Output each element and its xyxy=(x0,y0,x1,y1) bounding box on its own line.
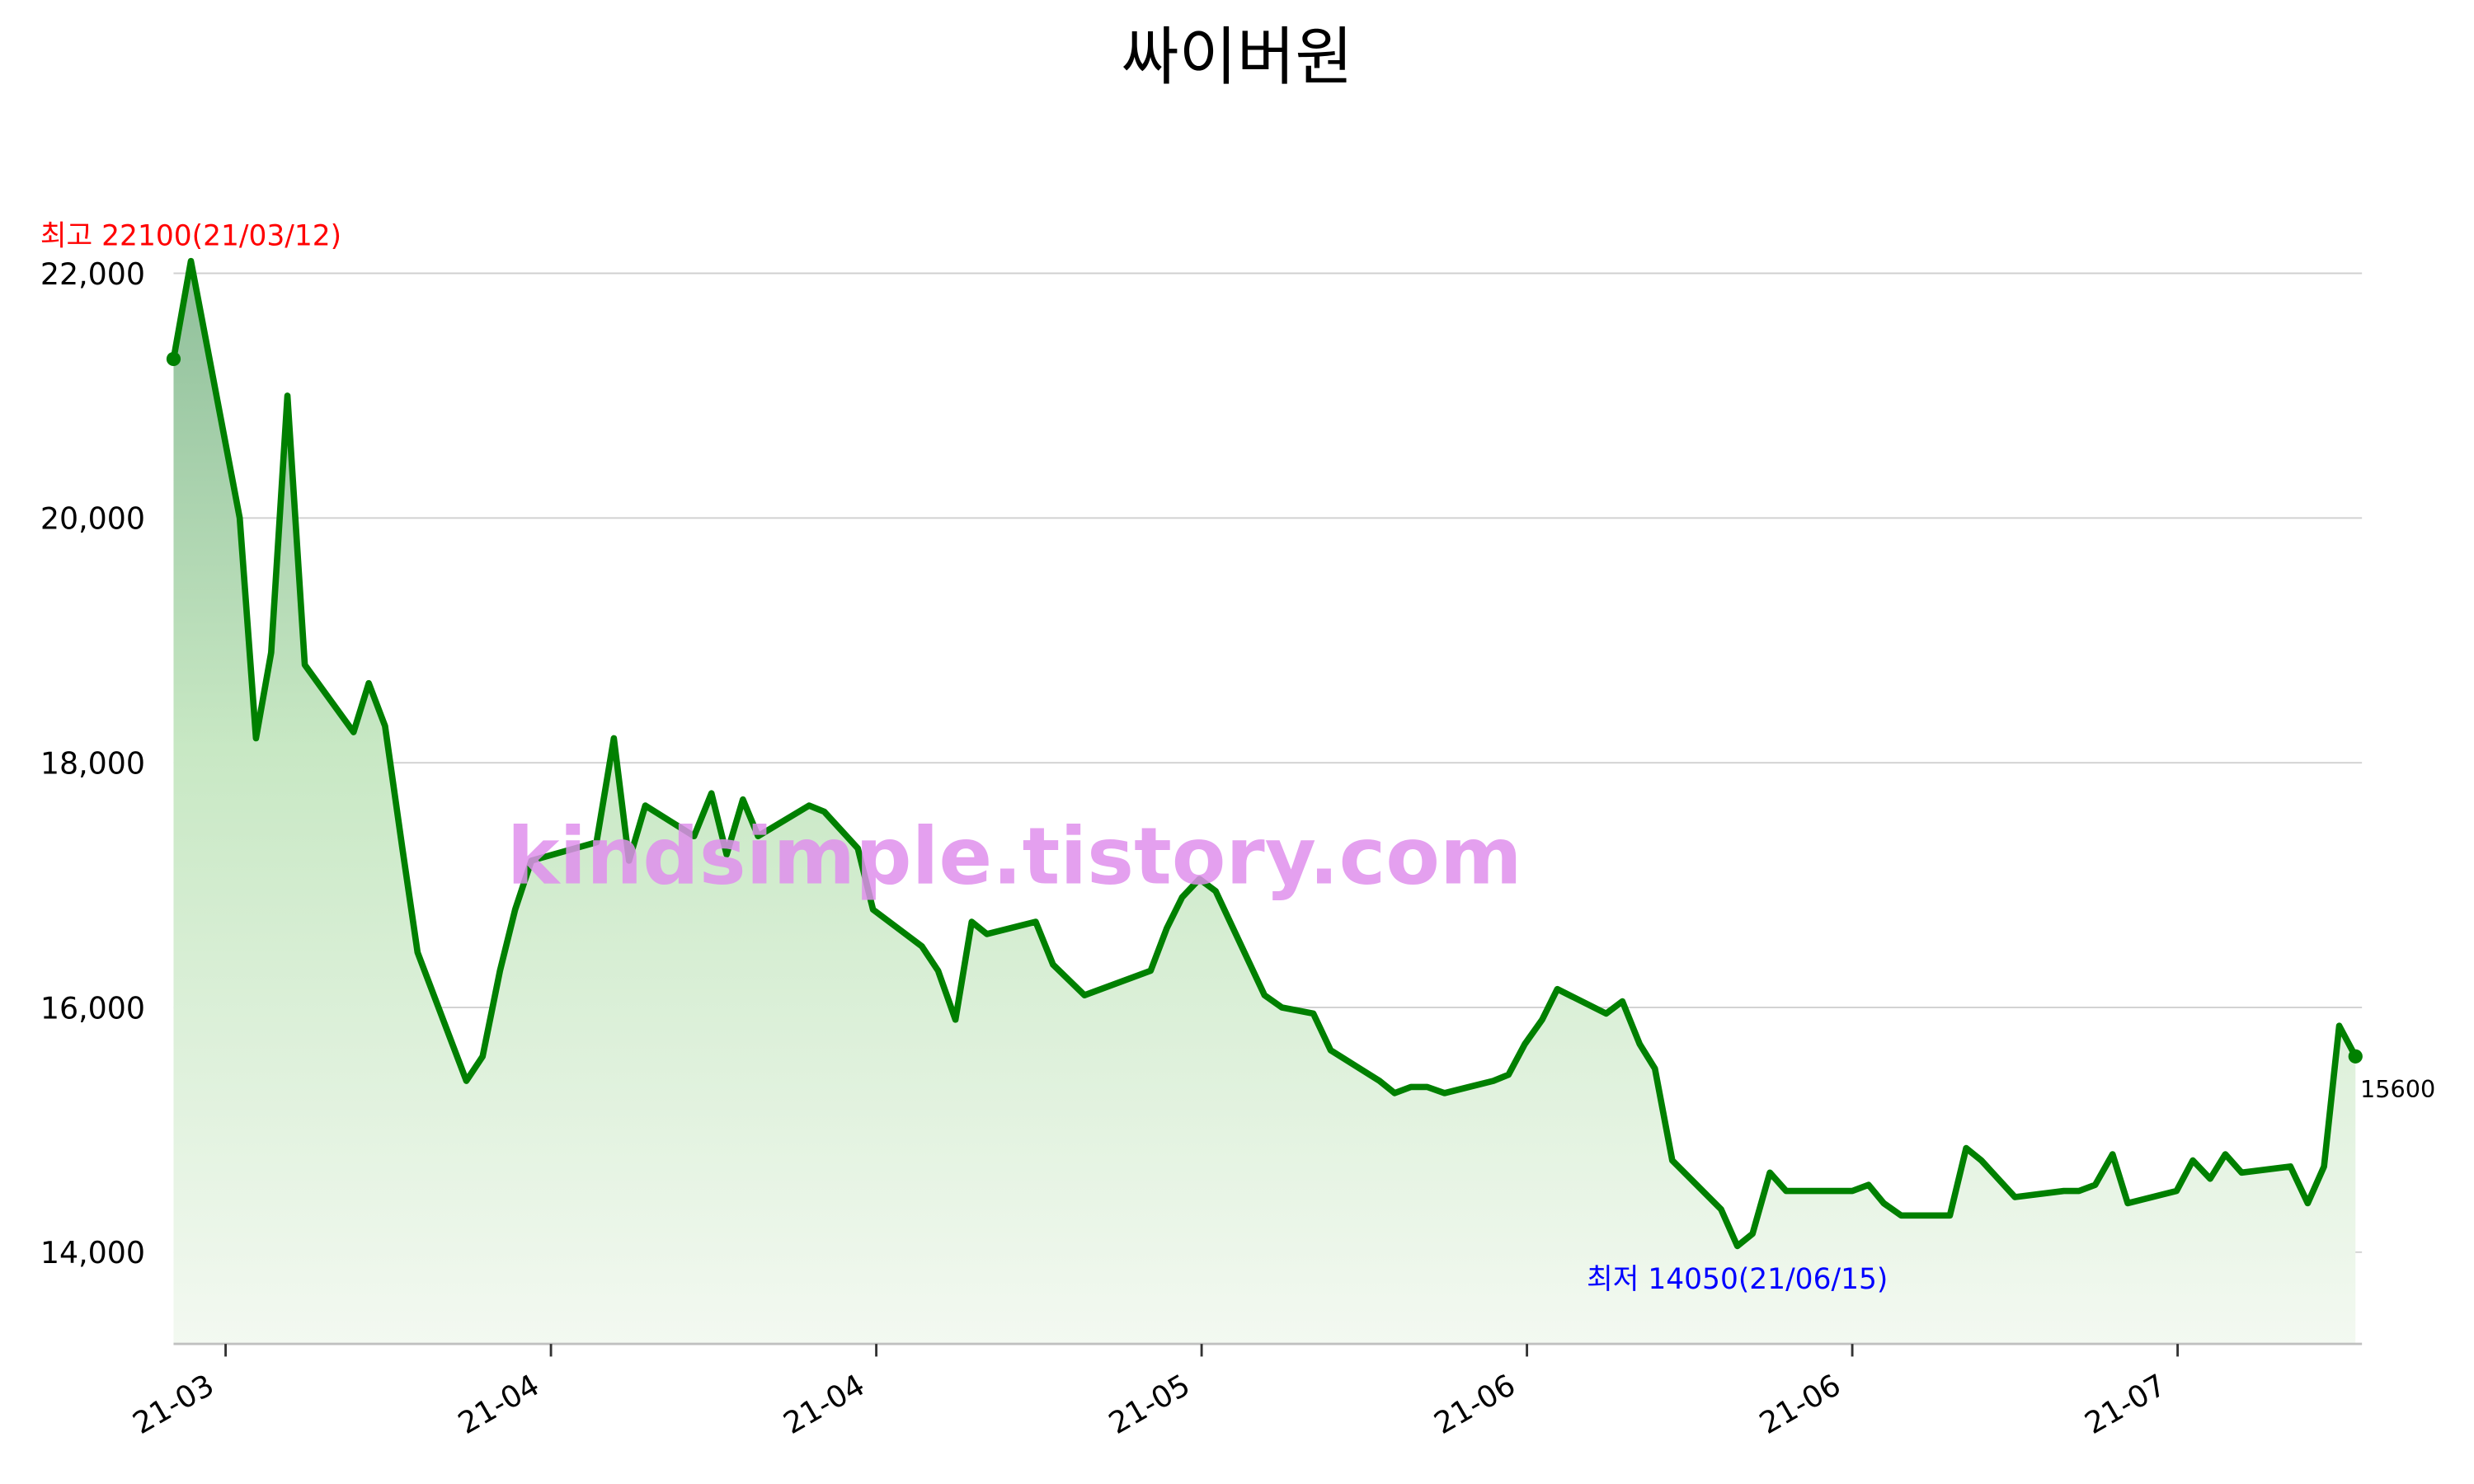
x-tick-label: 21-06 xyxy=(1428,1367,1522,1441)
y-tick-label: 18,000 xyxy=(40,746,145,782)
area xyxy=(173,261,2356,1345)
y-tick-label: 20,000 xyxy=(40,501,145,537)
watermark: kindsimple.tistory.com xyxy=(507,810,1522,902)
x-tick-label: 21-05 xyxy=(1103,1367,1196,1441)
y-tick-label: 14,000 xyxy=(40,1235,145,1270)
chart-title: 싸이버원 xyxy=(1121,21,1353,95)
end-marker xyxy=(166,351,181,367)
x-tick-label: 21-03 xyxy=(127,1367,220,1441)
max-annotation: 최고 22100(21/03/12) xyxy=(40,220,341,253)
min-annotation: 최저 14050(21/06/15) xyxy=(1587,1263,1888,1296)
x-tick-label: 21-04 xyxy=(452,1367,545,1441)
x-tick-label: 21-06 xyxy=(1753,1367,1846,1441)
y-tick-label: 22,000 xyxy=(40,256,145,292)
end-marker xyxy=(2348,1049,2363,1064)
x-tick-label: 21-07 xyxy=(2079,1367,2172,1441)
price-line xyxy=(170,257,2359,1250)
x-tick-label: 21-04 xyxy=(778,1367,871,1441)
last-label: 15600 xyxy=(2360,1075,2435,1103)
y-tick-label: 16,000 xyxy=(40,990,145,1026)
